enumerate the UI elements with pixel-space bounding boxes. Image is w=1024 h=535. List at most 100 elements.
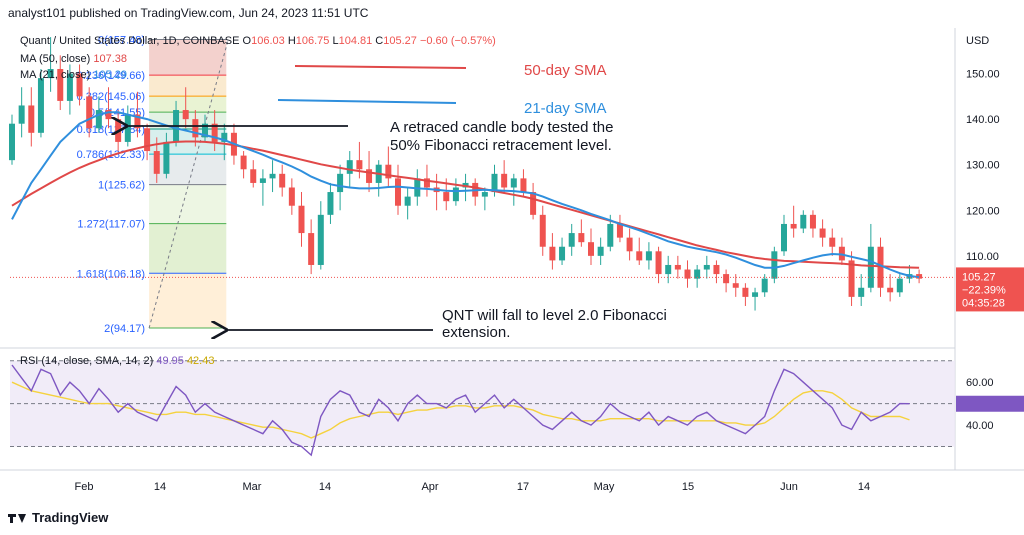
time-tick: 17 xyxy=(517,481,529,493)
candle-body xyxy=(867,246,874,288)
time-tick: 14 xyxy=(319,481,331,493)
candle-body xyxy=(723,274,730,284)
candle-body xyxy=(732,283,739,288)
fib-level-label: 1.618(106.18) xyxy=(77,268,146,280)
fib-level-label: 1(125.62) xyxy=(98,180,145,192)
fall-note-line2: extension. xyxy=(442,324,510,341)
candle-body xyxy=(356,160,363,170)
fib-zone xyxy=(149,39,227,76)
time-tick: May xyxy=(594,481,615,493)
fib-zone xyxy=(149,154,227,185)
candle-body xyxy=(452,187,459,202)
candle-body xyxy=(366,169,373,183)
brand-name: TradingView xyxy=(32,510,109,525)
candle-body xyxy=(346,160,353,174)
price-tick: 150.00 xyxy=(966,69,1000,81)
fall-note-line1: QNT will fall to level 2.0 Fibonacci xyxy=(442,307,667,324)
candle-body xyxy=(395,178,401,206)
candle-body xyxy=(520,178,527,193)
ma50-legend: MA (50, close) 107.38 xyxy=(20,53,127,65)
candle-body xyxy=(192,119,199,138)
sma50-callout-line xyxy=(294,65,467,69)
fib-level-label: 0.382(145.06) xyxy=(77,91,146,103)
candle-body xyxy=(781,223,787,252)
bar-countdown: 04:35:28 xyxy=(962,297,1005,309)
candle-body xyxy=(549,246,556,261)
fib-zone xyxy=(149,75,227,97)
candle-body xyxy=(76,73,83,97)
rsi-sma-line xyxy=(11,381,910,439)
candle-body xyxy=(95,110,102,129)
candle-body xyxy=(37,78,44,133)
candle-body xyxy=(308,233,315,265)
candle-body xyxy=(317,214,324,265)
retrace-note-line2: 50% Fibonacci retracement level. xyxy=(390,137,612,154)
rsi-legend: RSI (14, close, SMA, 14, 2) 49.95 42.43 xyxy=(20,355,214,367)
candle-body xyxy=(28,105,35,133)
candle-body xyxy=(819,228,826,238)
candle-body xyxy=(250,169,257,183)
candle-body xyxy=(47,69,54,79)
candle-body xyxy=(896,278,903,293)
candle-body xyxy=(645,251,652,261)
price-tick: 140.00 xyxy=(966,114,1000,126)
candle-body xyxy=(626,237,633,252)
price-tick: 120.00 xyxy=(966,205,1000,217)
candle-body xyxy=(18,105,25,124)
sma21-callout-line xyxy=(277,99,457,104)
candle-body xyxy=(713,264,720,275)
candle-body xyxy=(829,237,836,247)
time-tick: 14 xyxy=(858,481,870,493)
symbol-legend: Quant / United States Dollar, 1D, COINBA… xyxy=(20,35,496,47)
time-tick: Apr xyxy=(421,481,438,493)
candle-body xyxy=(288,187,295,206)
sma50-callout-label: 50-day SMA xyxy=(524,62,607,79)
candle-body xyxy=(144,128,151,152)
candle-body xyxy=(636,251,643,261)
candle-body xyxy=(298,205,305,234)
candle-body xyxy=(674,264,681,270)
candle-body xyxy=(9,123,15,161)
fib-zone xyxy=(149,223,227,274)
candle-body xyxy=(153,151,160,174)
last-price-value: 105.27 xyxy=(962,271,996,283)
candle-body xyxy=(124,114,131,142)
candle-body xyxy=(491,173,498,193)
fib-level-label: 0.236(149.66) xyxy=(77,70,146,82)
rsi-tick: 60.00 xyxy=(966,377,994,389)
candle-body xyxy=(443,192,450,202)
candle-body xyxy=(887,287,894,293)
candle-body xyxy=(510,178,517,188)
last-price-tag xyxy=(956,267,1024,312)
time-tick: 15 xyxy=(682,481,694,493)
candle-body xyxy=(742,287,749,297)
fib-level-label: 0(157.48) xyxy=(98,34,145,46)
candle-body xyxy=(337,173,344,193)
candle-body xyxy=(809,214,816,229)
candle-body xyxy=(423,178,430,188)
fib-trend-line xyxy=(148,39,229,329)
candle-body xyxy=(771,251,778,279)
footer-brand: TradingView xyxy=(8,510,108,525)
candle-body xyxy=(404,196,411,206)
candle-body xyxy=(568,233,575,247)
rsi-value-tag xyxy=(956,395,1024,412)
candle-body xyxy=(259,178,266,183)
candle-body xyxy=(134,114,141,129)
candle-body xyxy=(607,223,614,247)
candle-body xyxy=(269,173,276,179)
candle-body xyxy=(655,251,662,275)
price-tick: 130.00 xyxy=(966,160,1000,172)
candle-body xyxy=(848,260,855,297)
candle-body xyxy=(790,223,797,229)
last-price-change: −22.39% xyxy=(962,284,1006,296)
time-tick: Feb xyxy=(75,481,94,493)
rsi-line xyxy=(11,364,910,457)
candle-body xyxy=(616,223,623,238)
candle-body xyxy=(752,292,759,297)
candle-body xyxy=(597,246,604,256)
fib-level-label: 1.272(117.07) xyxy=(77,219,145,231)
time-tick: Jun xyxy=(780,481,798,493)
sma21-callout-label: 21-day SMA xyxy=(524,100,607,117)
